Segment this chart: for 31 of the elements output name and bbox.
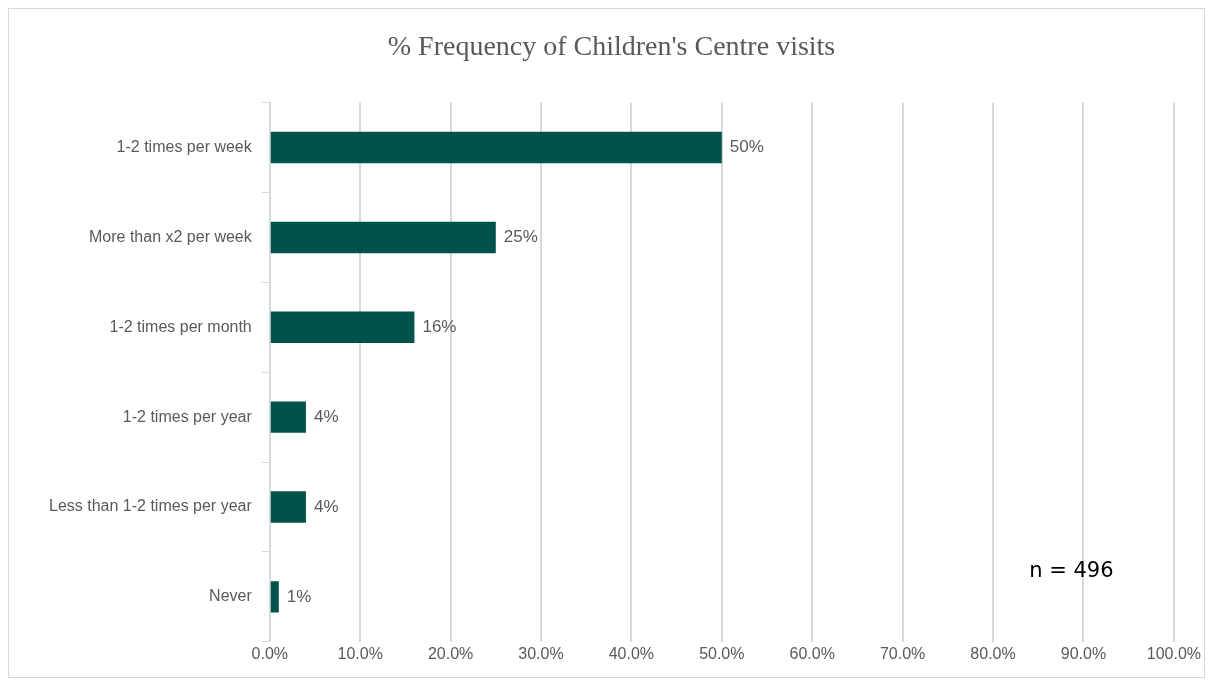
y-tick-label: Less than 1-2 times per year bbox=[49, 497, 253, 515]
x-tick-label: 20.0% bbox=[427, 644, 474, 662]
x-tick-label: 10.0% bbox=[337, 644, 383, 662]
bar bbox=[270, 581, 279, 613]
x-tick-label: 30.0% bbox=[518, 644, 564, 662]
data-label: 50% bbox=[729, 137, 764, 157]
data-label: 4% bbox=[313, 406, 339, 426]
data-label: 1% bbox=[286, 586, 312, 606]
x-tick-label: 70.0% bbox=[879, 644, 926, 662]
x-tick-label: 0.0% bbox=[251, 644, 288, 662]
x-tick-label: 100.0% bbox=[1146, 644, 1201, 662]
x-tick-label: 60.0% bbox=[789, 644, 835, 662]
x-tick-label: 80.0% bbox=[970, 644, 1016, 662]
data-label: 16% bbox=[422, 316, 457, 336]
chart-title: % Frequency of Children's Centre visits bbox=[387, 30, 836, 62]
bar bbox=[270, 311, 415, 343]
y-tick-label: 1-2 times per week bbox=[116, 137, 253, 155]
x-tick-label: 40.0% bbox=[608, 644, 655, 662]
y-tick-label: 1-2 times per year bbox=[122, 407, 253, 425]
bar bbox=[270, 491, 306, 523]
data-label: 25% bbox=[503, 227, 538, 247]
y-tick-label: Never bbox=[209, 587, 253, 605]
data-label: 4% bbox=[313, 496, 339, 516]
x-tick-label: 90.0% bbox=[1060, 644, 1107, 662]
annotation: n = 496 bbox=[1029, 558, 1114, 583]
bar bbox=[270, 131, 722, 164]
y-tick-label: 1-2 times per month bbox=[109, 317, 252, 335]
y-tick-label: More than x2 per week bbox=[89, 227, 253, 245]
x-tick-label: 50.0% bbox=[699, 644, 745, 662]
bar bbox=[270, 221, 496, 254]
bar bbox=[270, 401, 306, 433]
